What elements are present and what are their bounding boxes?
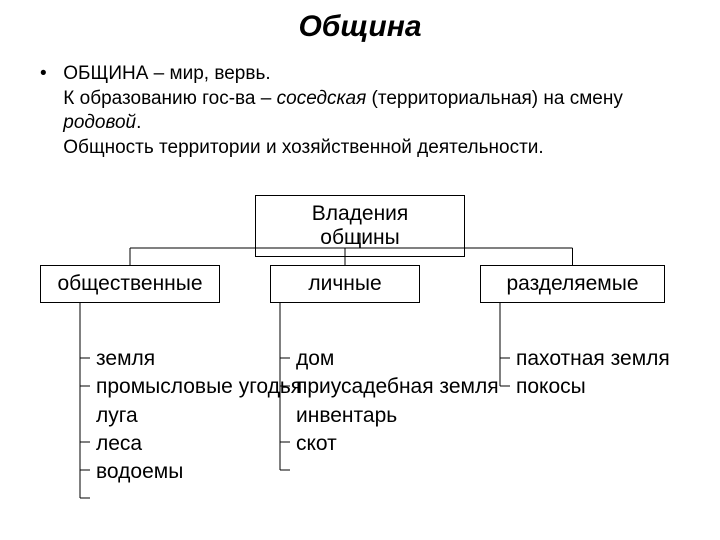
page-title: Община <box>0 0 720 44</box>
line2c: (территориальная) на смену <box>366 88 623 109</box>
line2a: К образованию гос-ва – <box>63 88 276 109</box>
line4: Общность территории и хозяйственной деят… <box>63 137 543 158</box>
tree-item: леса <box>96 430 302 458</box>
tree-items-1: домприусадебная земляинвентарьскот <box>296 345 499 458</box>
tree-item: инвентарь <box>296 402 499 430</box>
tree-items-0: земляпромысловые угодьялугалесаводоемы <box>96 345 302 487</box>
tree-item: водоемы <box>96 458 302 486</box>
term-desc: – мир, вервь. <box>148 63 270 84</box>
line3-end: . <box>136 112 141 133</box>
tree-item: приусадебная земля <box>296 373 499 401</box>
tree-item: земля <box>96 345 302 373</box>
term: ОБЩИНА <box>63 63 148 84</box>
bullet-marker: • <box>40 62 58 87</box>
tree-item: луга <box>96 402 302 430</box>
tree-item: скот <box>296 430 499 458</box>
line2b: соседская <box>277 88 367 109</box>
line3-italic: родовой <box>63 112 136 133</box>
tree-item: промысловые угодья <box>96 373 302 401</box>
definition-text: ОБЩИНА – мир, вервь. К образованию гос-в… <box>63 62 663 161</box>
tree-item: пахотная земля <box>516 345 670 373</box>
tree-category-2: разделяемые <box>480 265 665 303</box>
definition-block: • ОБЩИНА – мир, вервь. К образованию гос… <box>0 44 720 161</box>
tree-item: покосы <box>516 373 670 401</box>
tree-items-2: пахотная земляпокосы <box>516 345 670 402</box>
tree-category-1: личные <box>270 265 420 303</box>
tree-category-0: общественные <box>40 265 220 303</box>
tree-item: дом <box>296 345 499 373</box>
tree-root: Владения общины <box>255 195 465 257</box>
